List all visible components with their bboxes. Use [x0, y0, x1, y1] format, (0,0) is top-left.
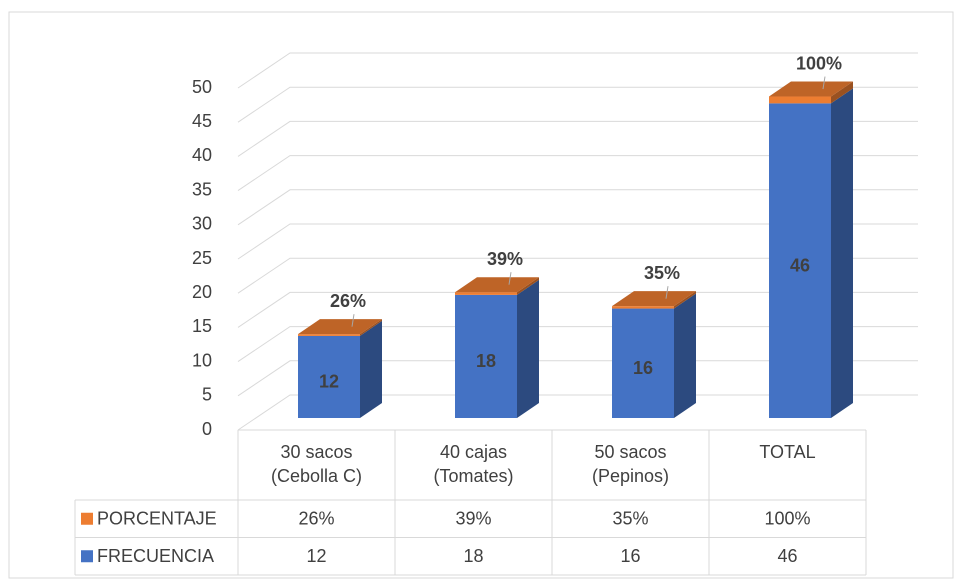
bar-side — [831, 81, 853, 104]
data-label: 100% — [796, 53, 842, 73]
table-value: 18 — [463, 546, 483, 566]
grid-line — [237, 86, 918, 123]
y-tick-label: 0 — [202, 419, 212, 439]
bar-segment — [455, 294, 517, 418]
table-value: 26% — [298, 509, 334, 529]
grid-line — [237, 155, 918, 192]
label-leader — [822, 76, 826, 90]
bar-top — [769, 81, 853, 97]
bar-segment — [612, 306, 674, 309]
bar-side — [517, 279, 539, 418]
x-tick-label: 40 cajas (Tomates) — [433, 442, 514, 486]
y-tick-label: 35 — [192, 179, 212, 199]
grid-line — [237, 52, 918, 89]
data-label: 35% — [644, 263, 680, 283]
table-value: 35% — [612, 509, 648, 529]
grid-line — [237, 189, 918, 226]
y-tick-label: 40 — [192, 145, 212, 165]
x-tick-label: 30 sacos (Cebolla C) — [270, 442, 363, 486]
y-tick-label: 10 — [192, 350, 212, 370]
bar-side — [360, 319, 382, 336]
bar-side — [831, 88, 853, 419]
data-label: 18 — [476, 351, 496, 371]
y-tick-label: 30 — [192, 214, 212, 234]
bar-segment — [298, 334, 360, 336]
table-value: 12 — [306, 546, 326, 566]
y-tick-label: 5 — [202, 385, 212, 405]
bar-top — [298, 319, 382, 335]
data-label: 39% — [487, 249, 523, 269]
table-value: 16 — [620, 546, 640, 566]
legend-key — [81, 550, 93, 563]
legend-key — [81, 512, 93, 525]
bar-side — [674, 291, 696, 309]
bar-top — [455, 277, 539, 293]
label-leader — [508, 272, 512, 285]
y-tick-label: 25 — [192, 248, 212, 268]
bar-side — [674, 293, 696, 418]
x-tick-label: 50 sacos (Pepinos) — [591, 442, 670, 486]
y-tick-label: 15 — [192, 316, 212, 336]
bar-segment — [769, 103, 831, 419]
grid-line — [237, 394, 918, 431]
bar-segment — [612, 308, 674, 418]
data-label: 26% — [330, 291, 366, 311]
category-cell: 50 sacos (Pepinos) — [591, 442, 670, 486]
x-tick-label: TOTAL — [759, 442, 816, 462]
bar-segment — [769, 96, 831, 104]
legend-label: PORCENTAJE — [97, 509, 217, 529]
label-leader — [351, 314, 355, 327]
legend-label: FRECUENCIA — [97, 546, 214, 566]
data-label: 46 — [790, 255, 810, 275]
grid-line — [237, 326, 918, 363]
y-tick-label: 50 — [192, 77, 212, 97]
table-value: 39% — [455, 509, 491, 529]
category-cell: 30 sacos (Cebolla C) — [270, 442, 363, 486]
y-tick-label: 45 — [192, 111, 212, 131]
bar-side — [517, 277, 539, 295]
label-leader — [665, 286, 669, 299]
category-cell: 40 cajas (Tomates) — [433, 442, 514, 486]
grid-line — [237, 223, 918, 260]
bar-segment — [298, 335, 360, 418]
grid-line — [237, 257, 918, 294]
grid-line — [237, 360, 918, 397]
grid-line — [237, 291, 918, 328]
table-value: 46 — [777, 546, 797, 566]
data-label: 12 — [319, 372, 339, 392]
y-tick-label: 20 — [192, 282, 212, 302]
table-value: 100% — [764, 509, 810, 529]
grid-line — [237, 120, 918, 157]
category-cell: TOTAL — [759, 442, 816, 462]
data-label: 16 — [633, 358, 653, 378]
bar-side — [360, 320, 382, 418]
bar-top — [612, 291, 696, 307]
bar-segment — [455, 292, 517, 295]
